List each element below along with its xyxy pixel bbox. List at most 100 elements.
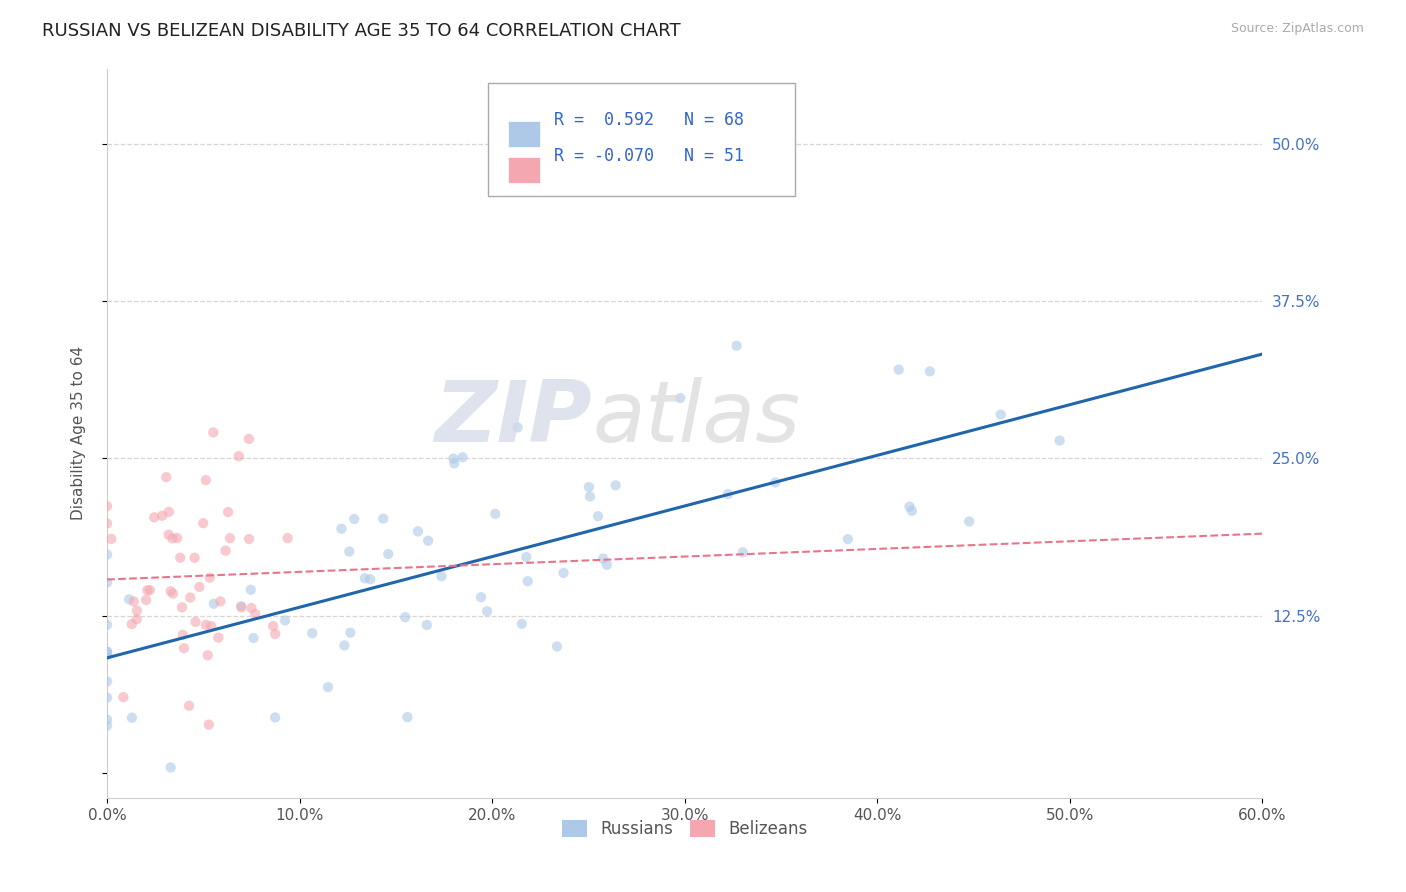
Point bbox=[159, 584, 181, 599]
Point bbox=[898, 500, 921, 514]
Point bbox=[918, 364, 941, 378]
Point bbox=[343, 512, 366, 526]
Point bbox=[238, 432, 260, 446]
Point bbox=[337, 544, 360, 558]
Point bbox=[197, 648, 219, 663]
Point bbox=[118, 592, 141, 607]
Point bbox=[198, 571, 221, 585]
Point bbox=[96, 718, 118, 732]
Point bbox=[135, 593, 157, 607]
Point bbox=[96, 617, 118, 632]
Point bbox=[169, 550, 191, 565]
Point bbox=[418, 533, 440, 548]
Point bbox=[112, 690, 135, 704]
Point bbox=[339, 625, 361, 640]
Point bbox=[586, 509, 609, 524]
Point bbox=[193, 516, 215, 531]
Point bbox=[188, 580, 211, 594]
Point bbox=[96, 713, 118, 727]
Point bbox=[96, 690, 118, 705]
Point bbox=[578, 480, 600, 494]
Point bbox=[207, 631, 229, 645]
Point bbox=[125, 612, 148, 626]
Point bbox=[229, 599, 252, 614]
Point bbox=[245, 607, 267, 621]
Point bbox=[143, 510, 166, 524]
Point bbox=[121, 617, 143, 632]
Point bbox=[354, 571, 377, 585]
Point bbox=[394, 610, 416, 624]
Point bbox=[159, 760, 181, 774]
Point bbox=[219, 531, 242, 545]
FancyBboxPatch shape bbox=[508, 120, 540, 147]
Point bbox=[669, 391, 692, 405]
Text: ZIP: ZIP bbox=[434, 377, 592, 460]
Point bbox=[214, 543, 236, 558]
Point bbox=[239, 582, 262, 597]
Point bbox=[887, 362, 910, 376]
Point bbox=[316, 680, 339, 694]
Point bbox=[209, 594, 232, 608]
Point bbox=[170, 600, 193, 615]
Point bbox=[157, 527, 180, 541]
Point bbox=[96, 575, 118, 590]
Point bbox=[136, 583, 159, 598]
Point bbox=[277, 531, 299, 545]
Point bbox=[731, 545, 754, 559]
Point bbox=[396, 710, 419, 724]
Point bbox=[515, 549, 537, 564]
Point bbox=[443, 456, 465, 470]
Point bbox=[96, 674, 118, 689]
Y-axis label: Disability Age 35 to 64: Disability Age 35 to 64 bbox=[72, 346, 86, 520]
Point bbox=[217, 505, 239, 519]
Point bbox=[231, 600, 253, 615]
Point bbox=[506, 420, 529, 434]
Point bbox=[166, 531, 188, 545]
Point bbox=[172, 628, 194, 642]
Point bbox=[553, 566, 575, 580]
Text: RUSSIAN VS BELIZEAN DISABILITY AGE 35 TO 64 CORRELATION CHART: RUSSIAN VS BELIZEAN DISABILITY AGE 35 TO… bbox=[42, 22, 681, 40]
Point bbox=[96, 645, 118, 659]
Point bbox=[837, 532, 859, 546]
Point bbox=[406, 524, 429, 539]
Point bbox=[373, 511, 395, 525]
FancyBboxPatch shape bbox=[488, 83, 794, 196]
Point bbox=[238, 532, 260, 546]
Point bbox=[725, 339, 748, 353]
Point bbox=[596, 558, 619, 572]
Point bbox=[470, 591, 492, 605]
Point bbox=[484, 507, 506, 521]
Point bbox=[155, 470, 177, 484]
Point bbox=[763, 475, 786, 490]
Point bbox=[162, 532, 184, 546]
Point bbox=[228, 449, 250, 463]
Point bbox=[150, 508, 173, 523]
Point bbox=[330, 522, 353, 536]
Point bbox=[100, 532, 122, 546]
Point bbox=[96, 645, 118, 659]
Point bbox=[957, 515, 980, 529]
Point bbox=[96, 647, 118, 661]
Point bbox=[122, 594, 145, 608]
Point bbox=[177, 698, 200, 713]
Point bbox=[579, 490, 602, 504]
FancyBboxPatch shape bbox=[508, 157, 540, 183]
Point bbox=[198, 717, 221, 731]
Point bbox=[546, 640, 568, 654]
Point bbox=[377, 547, 399, 561]
Point bbox=[202, 425, 225, 440]
Point bbox=[242, 631, 264, 645]
Legend: Russians, Belizeans: Russians, Belizeans bbox=[555, 813, 814, 845]
Point bbox=[157, 505, 180, 519]
Point bbox=[200, 619, 222, 633]
Point bbox=[264, 710, 287, 724]
Point bbox=[359, 572, 381, 586]
Point bbox=[274, 614, 297, 628]
Point bbox=[139, 583, 162, 598]
Point bbox=[162, 587, 184, 601]
Point bbox=[592, 551, 614, 566]
Point bbox=[510, 616, 533, 631]
Text: R = -0.070   N = 51: R = -0.070 N = 51 bbox=[554, 147, 744, 165]
Point bbox=[184, 615, 207, 629]
Point bbox=[717, 487, 740, 501]
